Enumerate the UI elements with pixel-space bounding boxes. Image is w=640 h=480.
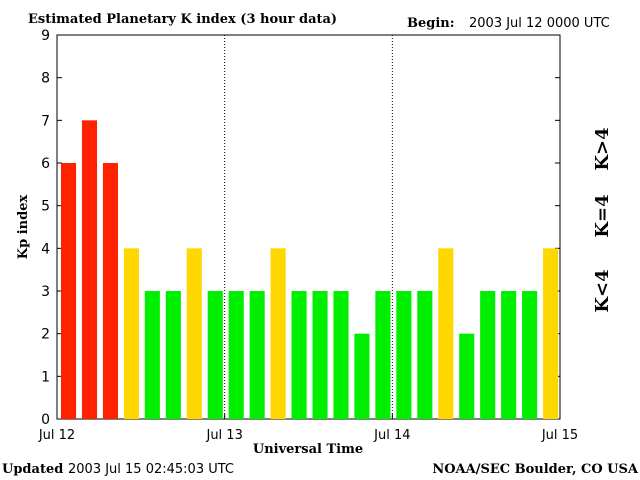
x-tick-label: Jul 12 bbox=[38, 428, 75, 443]
kp-bar bbox=[165, 291, 181, 419]
x-axis-label: Universal Time bbox=[253, 442, 363, 457]
kp-bar bbox=[270, 248, 286, 419]
kp-bar bbox=[543, 248, 559, 419]
kp-bar bbox=[480, 291, 496, 419]
begin-label: Begin: bbox=[407, 16, 455, 31]
kp-bar bbox=[354, 333, 370, 419]
y-tick-label: 6 bbox=[41, 156, 50, 172]
kp-bar bbox=[144, 291, 160, 419]
kp-bar bbox=[501, 291, 517, 419]
kp-bar bbox=[312, 291, 328, 419]
kp-bar bbox=[123, 248, 139, 419]
kp-bar bbox=[81, 120, 98, 419]
x-tick-label: Jul 13 bbox=[205, 428, 242, 443]
kp-bar bbox=[249, 291, 265, 419]
updated-value: 2003 Jul 15 02:45:03 UTC bbox=[68, 462, 234, 477]
kp-bar bbox=[375, 291, 391, 419]
plot-area bbox=[56, 34, 561, 420]
legend-low: K<4 bbox=[592, 269, 613, 312]
y-tick-label: 4 bbox=[41, 241, 50, 257]
y-tick-label: 7 bbox=[41, 113, 50, 129]
y-tick-label: 9 bbox=[41, 28, 50, 44]
y-tick-label: 1 bbox=[41, 369, 50, 385]
kp-bar bbox=[291, 291, 307, 419]
legend-equal: K=4 bbox=[592, 194, 613, 237]
kp-bar bbox=[417, 291, 433, 419]
legend-high: K>4 bbox=[592, 127, 613, 170]
kp-bar bbox=[459, 333, 475, 419]
chart-title: Estimated Planetary K index (3 hour data… bbox=[28, 12, 337, 27]
y-tick-label: 8 bbox=[41, 71, 50, 87]
kp-bar bbox=[522, 291, 538, 419]
x-axis-ticks: Jul 12 Jul 13 Jul 14 Jul 15 bbox=[38, 414, 578, 443]
credit-text: NOAA/SEC Boulder, CO USA bbox=[432, 462, 639, 477]
x-tick-label: Jul 14 bbox=[373, 428, 410, 443]
kp-bar bbox=[396, 291, 412, 419]
y-tick-label: 2 bbox=[41, 327, 50, 343]
day-separators bbox=[224, 35, 393, 419]
kp-bar bbox=[102, 163, 118, 419]
bars-group bbox=[60, 120, 559, 419]
kp-bar bbox=[186, 248, 202, 419]
kp-bar bbox=[228, 291, 244, 419]
y-tick-label: 0 bbox=[41, 412, 50, 428]
y-tick-label: 5 bbox=[41, 199, 50, 215]
updated-label: Updated bbox=[2, 462, 63, 477]
kp-bar bbox=[207, 291, 223, 419]
y-axis-label: Kp index bbox=[16, 195, 31, 260]
kp-bar bbox=[333, 291, 349, 419]
x-tick-label: Jul 15 bbox=[541, 428, 578, 443]
begin-value: 2003 Jul 12 0000 UTC bbox=[469, 16, 610, 31]
y-tick-label: 3 bbox=[41, 284, 50, 300]
kp-bar bbox=[60, 163, 77, 419]
kp-bar bbox=[438, 248, 454, 419]
